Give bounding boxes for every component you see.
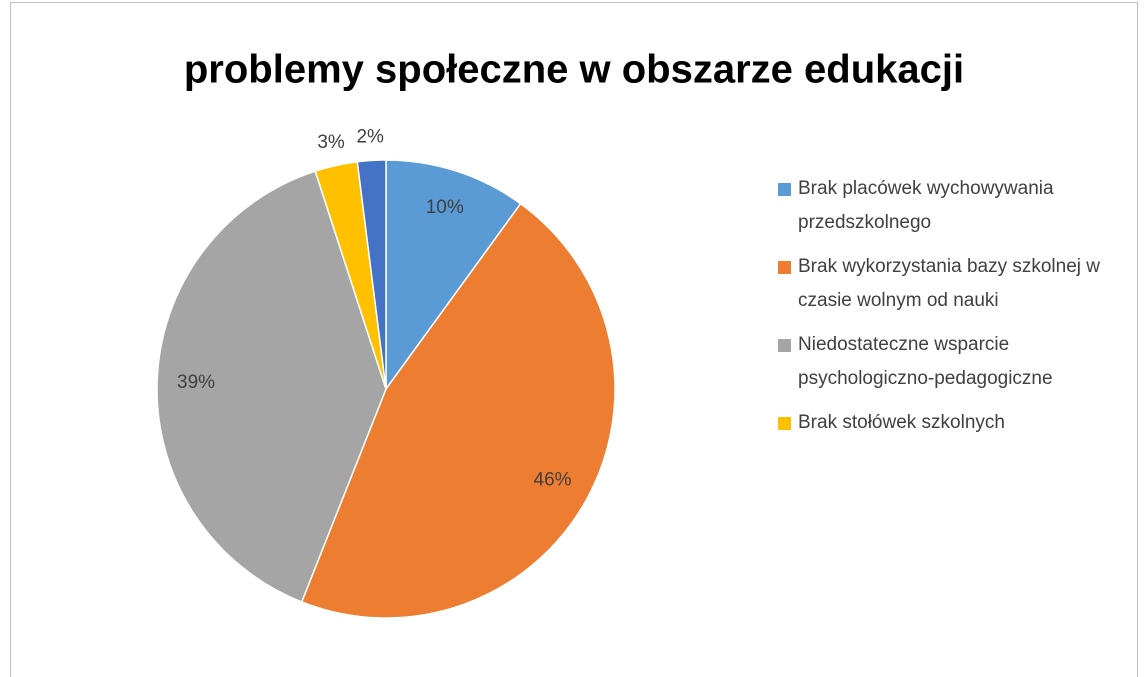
legend-label: Brak stołówek szkolnych [798,412,1005,433]
legend-entry: Brak wykorzystania bazy szkolnej w czasi… [778,250,1128,318]
data-label: 10% [426,197,464,218]
legend-swatch [778,183,791,196]
chart-border [10,2,1138,677]
chart-title: problemy społeczne w obszarze edukacji [184,48,964,92]
legend-swatch [778,339,791,352]
legend-label: Brak placówek wychowywania przedszkolneg… [798,178,1054,233]
pie-slice [156,170,387,603]
data-label: 2% [356,127,384,148]
legend: Brak placówek wychowywania przedszkolneg… [778,172,1128,450]
legend-label: Niedostateczne wsparcie psychologiczno-p… [798,334,1053,389]
legend-label: Brak wykorzystania bazy szkolnej w czasi… [798,256,1100,311]
legend-swatch [778,417,791,430]
legend-entry: Niedostateczne wsparcie psychologiczno-p… [778,328,1128,396]
pie-slice [356,159,387,390]
legend-entry: Brak placówek wychowywania przedszkolneg… [778,172,1128,240]
data-label: 3% [317,132,345,153]
legend-entry: Brak stołówek szkolnych [778,406,1128,440]
pie-slice [300,202,616,619]
legend-swatch [778,261,791,274]
data-label: 39% [177,372,215,393]
pie-slice [385,159,522,392]
data-label: 46% [534,470,572,491]
